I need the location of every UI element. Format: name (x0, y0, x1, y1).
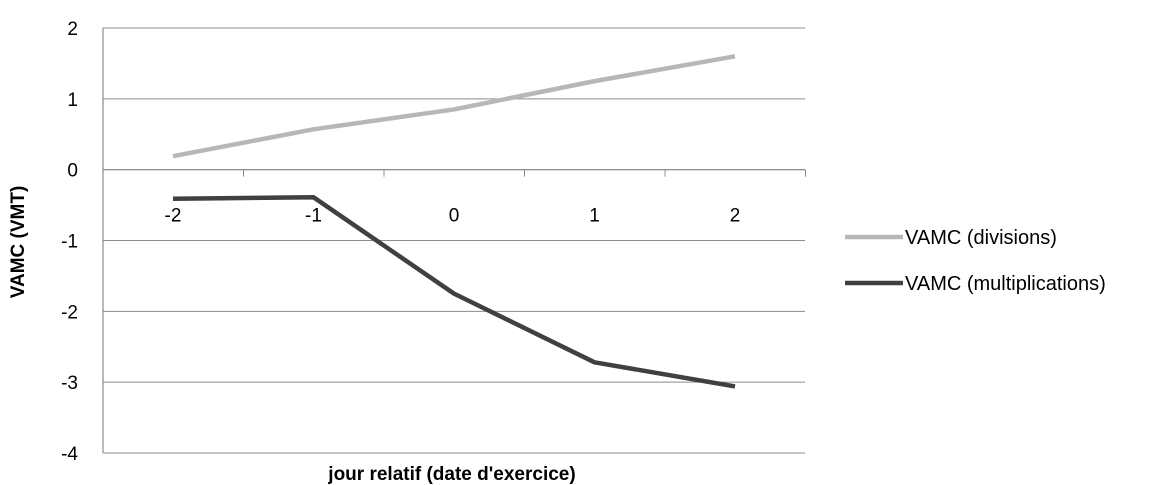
series-lines (172, 54, 736, 389)
x-tick-label: 0 (449, 206, 460, 227)
legend: VAMC (divisions) VAMC (multiplications) (845, 227, 1106, 295)
x-tick-label: 2 (730, 206, 741, 227)
y-tick-labels: 2 1 0 -1 -2 -3 -4 (61, 19, 78, 465)
legend-label: VAMC (divisions) (905, 227, 1057, 249)
y-tick-label: -2 (61, 302, 78, 323)
y-axis-title: VAMC (VMT) (8, 186, 29, 299)
y-tick-label: 2 (67, 19, 78, 40)
y-tick-label: -3 (61, 373, 78, 394)
x-tick-label: 1 (589, 206, 600, 227)
gridlines (103, 27, 805, 454)
x-tick-labels: -2 -1 0 1 2 (165, 206, 741, 227)
y-tick-label: 1 (67, 90, 78, 111)
y-tick-label: -1 (61, 232, 78, 253)
y-tick-label: 0 (67, 161, 78, 182)
series-line-0 (172, 54, 736, 159)
legend-label: VAMC (multiplications) (905, 273, 1106, 295)
y-tick-label: -4 (61, 444, 78, 465)
x-tick-marks (102, 169, 806, 177)
x-tick-label: -2 (165, 206, 182, 227)
x-tick-label: -1 (305, 206, 322, 227)
x-axis-title: jour relatif (date d'exercice) (327, 464, 575, 485)
